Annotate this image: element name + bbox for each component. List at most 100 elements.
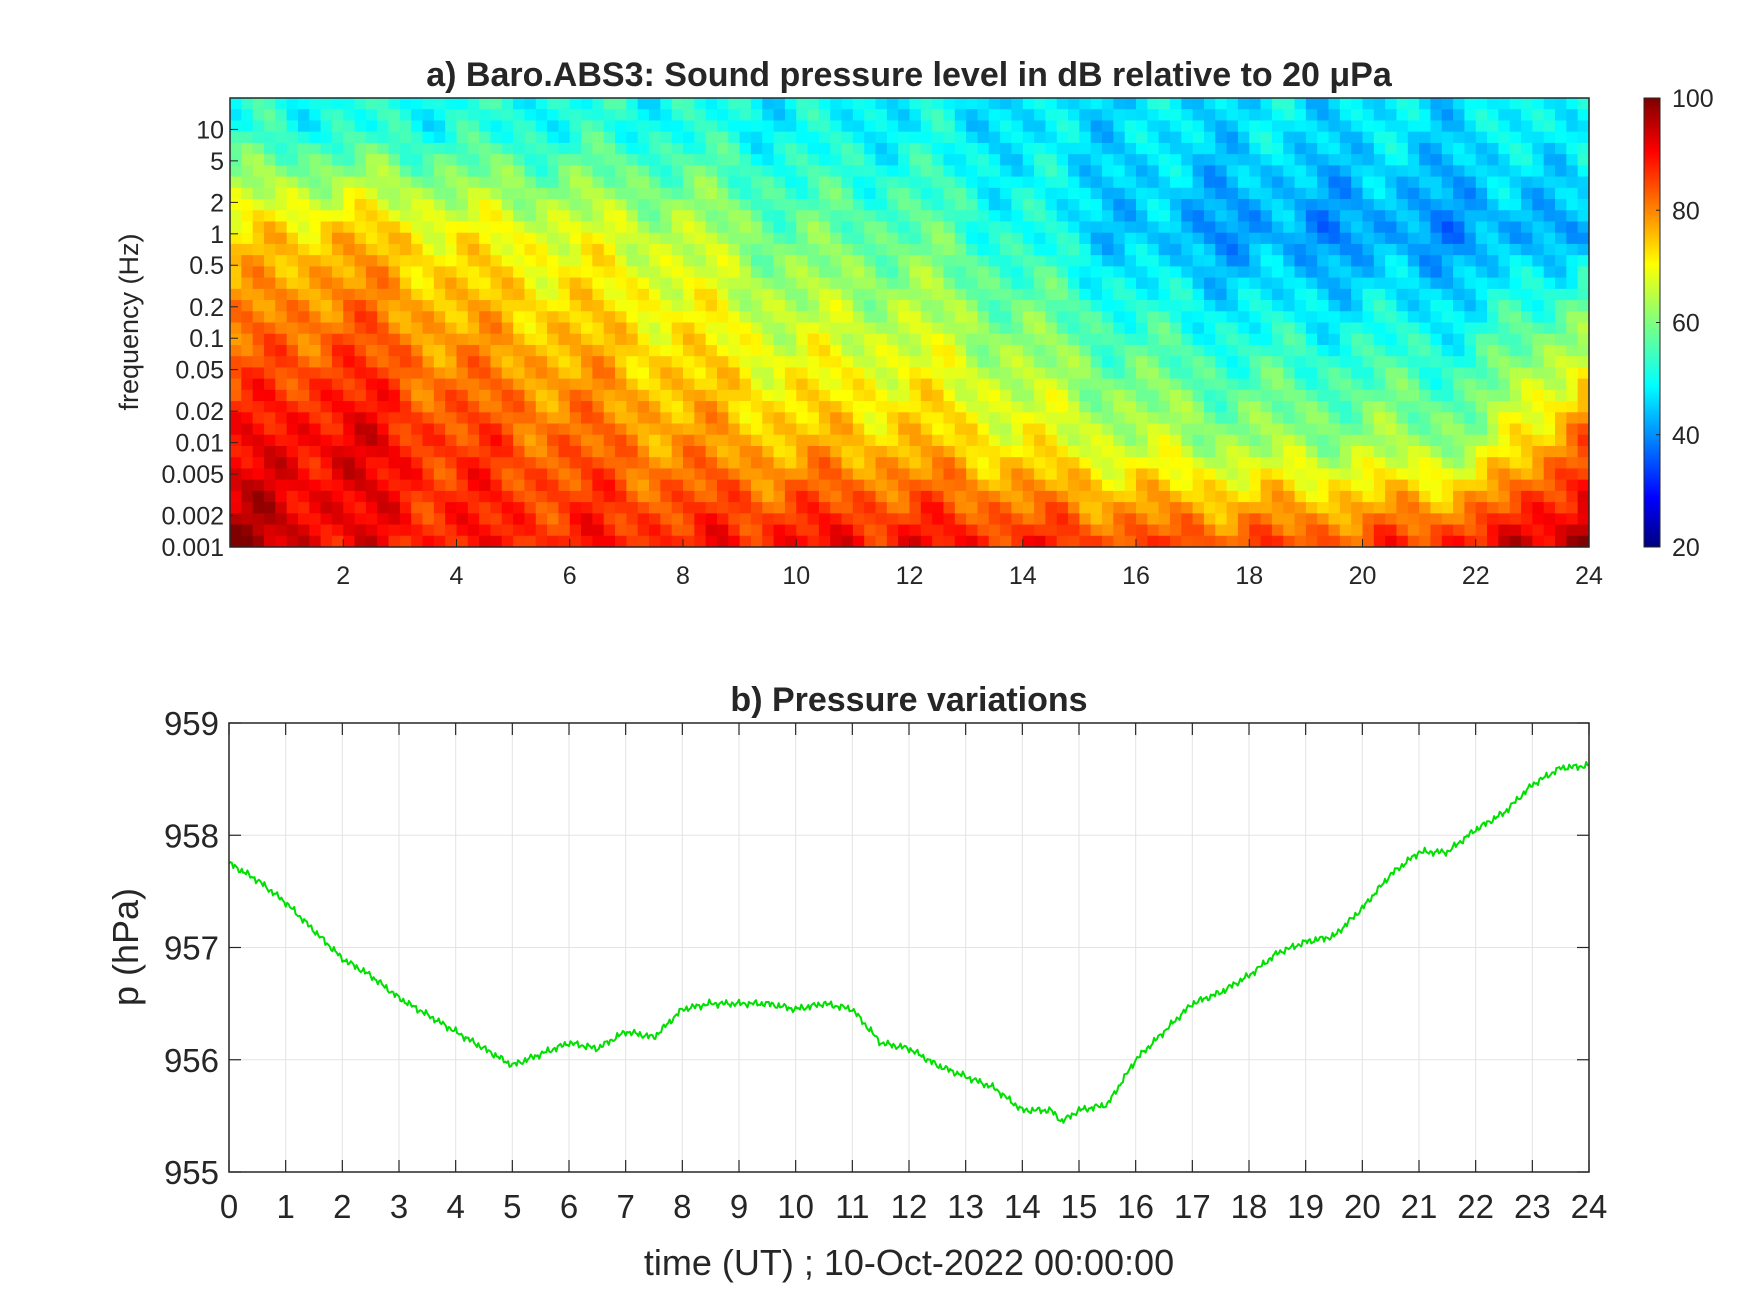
spectrogram-cell (263, 434, 276, 447)
spectrogram-cell (1249, 535, 1262, 547)
spectrogram-cell (1396, 344, 1409, 357)
spectrogram-cell (399, 412, 412, 425)
spectrogram-cell (433, 401, 446, 413)
spectrogram-cell (1577, 120, 1589, 133)
spectrogram-cell (1521, 255, 1533, 267)
spectrogram-cell (626, 434, 639, 447)
spectrogram-cell (365, 513, 378, 526)
spectrogram-cell (694, 378, 707, 391)
spectrogram-cell (263, 255, 276, 267)
spectrogram-cell (365, 344, 378, 357)
spectrogram-cell (343, 210, 356, 223)
spectrogram-cell (1090, 176, 1103, 189)
spectrogram-cell (1532, 243, 1545, 256)
spectrogram-cell (807, 322, 820, 335)
spectrogram-cell (1102, 255, 1114, 267)
spectrogram-cell (830, 344, 843, 357)
spectrogram-cell (1102, 333, 1114, 346)
spectrogram-cell (909, 199, 922, 211)
spectrogram-cell (535, 120, 548, 133)
spectrogram-cell (365, 311, 378, 324)
spectrogram-cell (1407, 479, 1420, 492)
spectrogram-cell (1419, 232, 1432, 245)
spectrogram-cell (422, 401, 435, 413)
spectrogram-cell (1090, 165, 1103, 178)
spectrogram-cell (343, 131, 356, 144)
spectrogram-cell (1283, 300, 1296, 312)
spectrogram-cell (1305, 401, 1318, 413)
spectrogram-cell (932, 457, 945, 470)
spectrogram-cell (1113, 311, 1126, 324)
spectrogram-cell (660, 187, 673, 200)
spectrogram-cell (1079, 142, 1092, 155)
spectrogram-cell (433, 300, 446, 312)
spectrogram-cell (592, 255, 605, 267)
spectrogram-cell (399, 131, 412, 144)
spectrogram-cell (626, 524, 639, 537)
spectrogram-cell (1305, 300, 1318, 312)
spectrogram-cell (320, 131, 333, 144)
spectrogram-cell (1045, 502, 1058, 514)
spectrogram-cell (1543, 165, 1556, 178)
spectrogram-cell (1430, 165, 1443, 178)
spectrogram-cell (569, 131, 582, 144)
spectrogram-cell (1090, 288, 1103, 301)
spectrogram-cell (1124, 434, 1137, 447)
spectrogram-cell (796, 131, 809, 144)
spectrogram-cell (1011, 98, 1024, 110)
spectrogram-cell (1192, 255, 1205, 267)
spectrogram-cell (1068, 322, 1080, 335)
spectrogram-cell (501, 266, 514, 279)
spectrogram-cell (1102, 401, 1114, 413)
spectrogram-cell (1124, 468, 1137, 481)
spectrogram-cell (1034, 109, 1046, 122)
spectrogram-cell (1441, 535, 1454, 547)
spectrogram-cell (1555, 445, 1567, 458)
spectrogram-cell (1158, 513, 1171, 526)
spectrogram-cell (524, 176, 537, 189)
spectrogram-cell (422, 210, 435, 223)
spectrogram-cell (1237, 187, 1250, 200)
spectrogram-cell (875, 401, 888, 413)
spectrogram-cell (1147, 322, 1160, 335)
spectrogram-cell (807, 243, 820, 256)
spectrogram-cell (1498, 255, 1511, 267)
spectrogram-cell (807, 434, 820, 447)
spectrogram-cell (1136, 187, 1148, 200)
spectrogram-cell (1509, 490, 1522, 503)
spectrogram-cell (1215, 142, 1228, 155)
spectrogram-cell (1079, 445, 1092, 458)
spectrogram-cell (1136, 288, 1148, 301)
spectrogram-cell (1487, 468, 1499, 481)
spectrogram-cell (1034, 378, 1046, 391)
spectrogram-cell (1271, 367, 1284, 380)
spectrogram-cell (1475, 277, 1488, 290)
spectrogram-cell (1475, 109, 1488, 122)
spectrogram-cell (932, 176, 945, 189)
spectrogram-cell (1339, 513, 1352, 526)
spectrogram-cell (1056, 412, 1069, 425)
spectrogram-cell (581, 333, 593, 346)
spectrogram-cell (535, 389, 548, 402)
spectrogram-cell (1430, 142, 1443, 155)
spectrogram-cell (558, 221, 571, 234)
spectrogram-cell (909, 176, 922, 189)
spectrogram-cell (1441, 344, 1454, 357)
spectrogram-cell (456, 457, 469, 470)
spectrogram-cell (1237, 221, 1250, 234)
spectrogram-cell (1407, 322, 1420, 335)
spectrogram-cell (1305, 120, 1318, 133)
spectrogram-cell (1169, 524, 1182, 537)
spectrogram-cell (547, 389, 560, 402)
spectrogram-cell (388, 513, 401, 526)
spectrogram-cell (683, 490, 695, 503)
spectrogram-cell (1022, 187, 1035, 200)
spectrogram-cell (1000, 176, 1013, 189)
spectrogram-cell (739, 232, 752, 245)
spectrogram-cell (1407, 513, 1420, 526)
spectrogram-cell (864, 378, 877, 391)
spectrogram-cell (762, 187, 775, 200)
spectrogram-cell (1362, 221, 1375, 234)
spectrogram-cell (501, 535, 514, 547)
spectrogram-cell (807, 513, 820, 526)
